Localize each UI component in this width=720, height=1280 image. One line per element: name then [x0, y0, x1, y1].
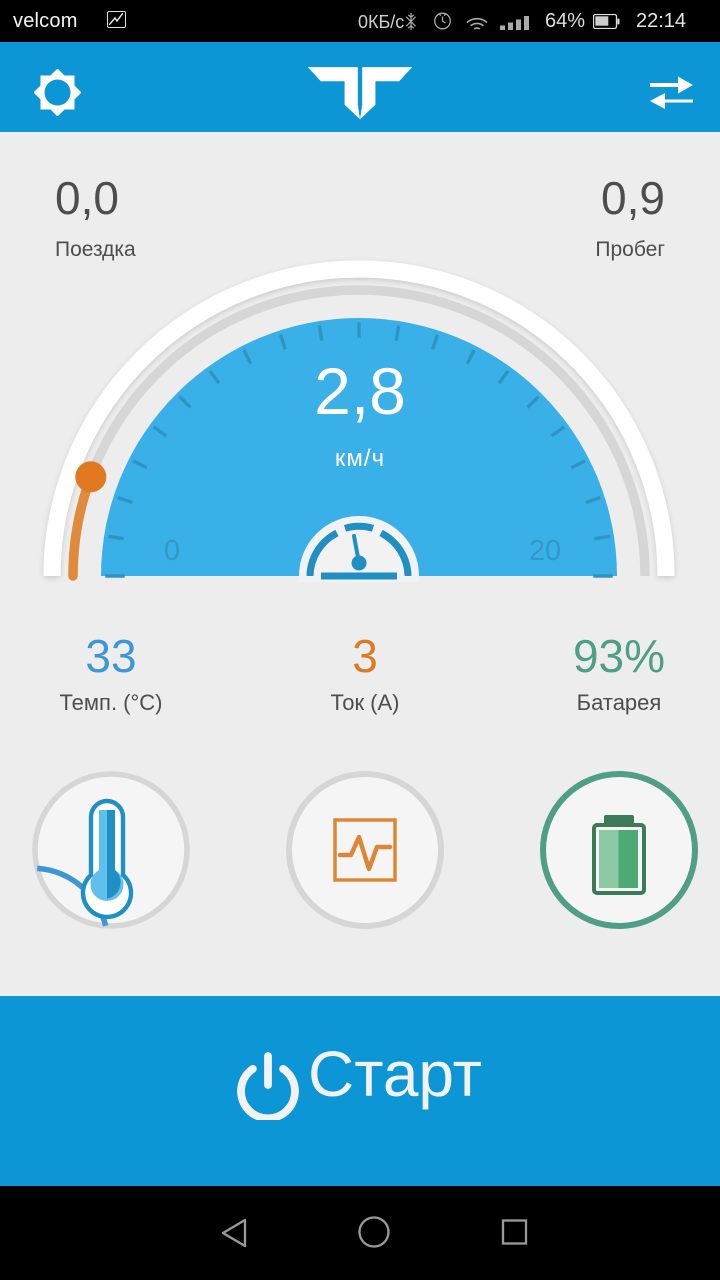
svg-text:0: 0: [164, 535, 180, 567]
svg-text:20: 20: [529, 535, 561, 567]
